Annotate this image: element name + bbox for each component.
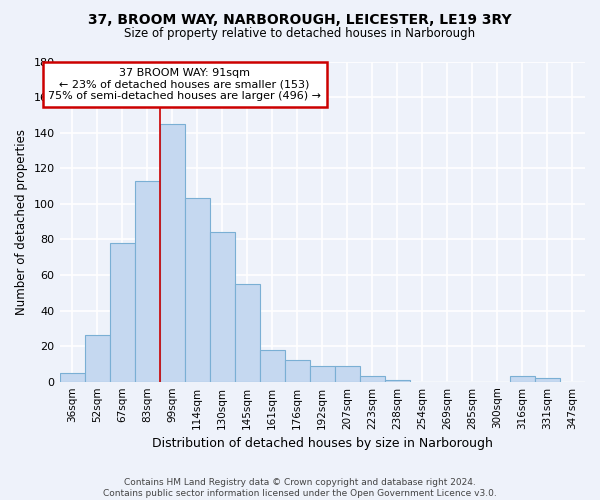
Text: 37, BROOM WAY, NARBOROUGH, LEICESTER, LE19 3RY: 37, BROOM WAY, NARBOROUGH, LEICESTER, LE… [88,12,512,26]
Bar [209,232,235,382]
Bar [260,350,285,382]
Bar [160,124,185,382]
Bar [285,360,310,382]
Text: Size of property relative to detached houses in Narborough: Size of property relative to detached ho… [124,28,476,40]
Bar [510,376,535,382]
Bar [385,380,410,382]
Bar [185,198,209,382]
Y-axis label: Number of detached properties: Number of detached properties [15,128,28,314]
Bar [360,376,385,382]
Bar [110,243,134,382]
Bar [535,378,560,382]
Bar [335,366,360,382]
Bar [59,373,85,382]
Text: 37 BROOM WAY: 91sqm
← 23% of detached houses are smaller (153)
75% of semi-detac: 37 BROOM WAY: 91sqm ← 23% of detached ho… [48,68,321,101]
Bar [310,366,335,382]
Bar [235,284,260,382]
Text: Contains HM Land Registry data © Crown copyright and database right 2024.
Contai: Contains HM Land Registry data © Crown c… [103,478,497,498]
Bar [134,180,160,382]
Bar [85,336,110,382]
X-axis label: Distribution of detached houses by size in Narborough: Distribution of detached houses by size … [152,437,493,450]
